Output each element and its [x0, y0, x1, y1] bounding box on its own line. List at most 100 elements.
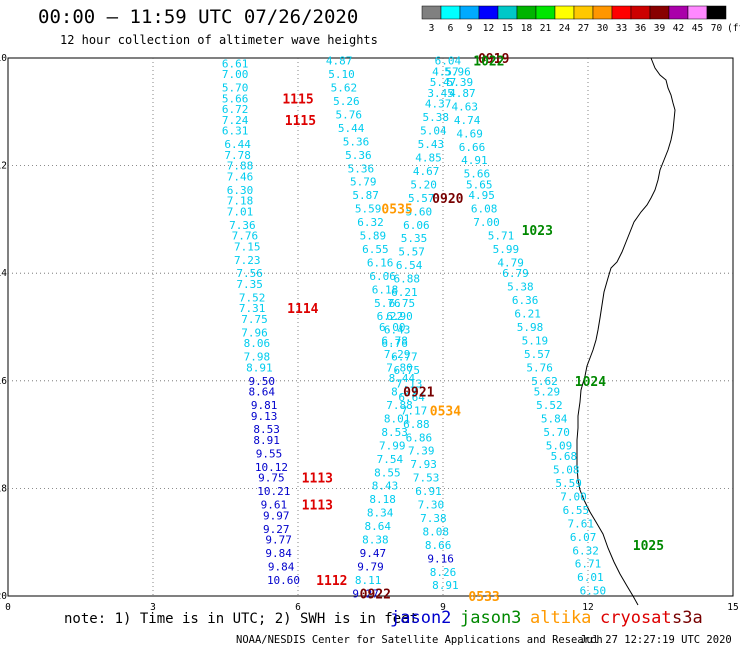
wave-height-value: 8.06 [244, 337, 271, 350]
wave-height-value: 5.57 [398, 246, 425, 259]
pass-time-label: 1112 [316, 574, 347, 589]
wave-height-value: 7.00 [560, 490, 587, 503]
x-tick-label: 3 [150, 602, 156, 613]
x-tick-label: 15 [727, 602, 738, 613]
wave-height-value: 6.16 [367, 256, 394, 269]
wave-height-value: 6.31 [222, 125, 249, 138]
wave-height-value: 6.04 [435, 55, 462, 68]
wave-height-value: 7.38 [420, 512, 447, 525]
colorbar-swatch [535, 5, 556, 20]
pass-time-label: 0920 [432, 192, 463, 207]
wave-height-value: 7.52 [239, 291, 266, 304]
wave-height-value: 5.76 [526, 361, 553, 374]
wave-height-value: 8.34 [367, 507, 394, 520]
wave-height-value: 7.15 [234, 240, 261, 253]
colorbar-label: 9 [467, 23, 473, 34]
wave-height-value: 9.47 [360, 547, 387, 560]
wave-height-value: 8.66 [425, 539, 452, 552]
colorbar-swatch [687, 5, 708, 20]
wave-height-value: 7.18 [227, 195, 254, 208]
wave-height-value: 4.91 [461, 154, 488, 167]
wave-height-value: 5.26 [333, 95, 360, 108]
y-tick-label: 20 [0, 591, 7, 602]
wave-height-value: 6.21 [391, 286, 418, 299]
wave-height-value: 7.53 [413, 472, 440, 485]
wave-height-value: 6.22 [377, 310, 404, 323]
wave-height-value: 5.44 [338, 122, 365, 135]
wave-height-value: 5.09 [546, 439, 573, 452]
wave-height-value: 7.00 [473, 216, 500, 229]
wave-height-value: 8.44 [389, 372, 416, 385]
wave-height-value: 5.65 [466, 178, 493, 191]
wave-height-value: 4.74 [454, 114, 481, 127]
wave-height-value: 7.56 [236, 267, 263, 280]
wave-height-value: 7.01 [227, 205, 254, 218]
wave-height-value: 9.55 [256, 447, 283, 460]
wave-height-value: 6.07 [570, 531, 597, 544]
wave-height-value: 9.75 [258, 472, 285, 485]
wave-height-value: 9.79 [357, 560, 384, 573]
wave-height-value: 5.39 [447, 76, 474, 89]
wave-height-value: 4.87 [449, 87, 476, 100]
pass-time-label: 0534 [430, 404, 461, 419]
wave-height-value: 6.88 [394, 273, 421, 286]
colorbar-swatch [459, 5, 480, 20]
wave-height-value: 7.96 [241, 326, 268, 339]
wave-height-value: 5.52 [536, 399, 563, 412]
wave-height-value: 9.84 [268, 560, 295, 573]
wave-height-value: 6.30 [227, 184, 254, 197]
wave-height-value: 6.91 [415, 485, 442, 498]
wave-height-value: 6.55 [563, 504, 590, 517]
wave-height-value: 7.75 [241, 313, 268, 326]
colorbar-label: 6 [448, 23, 454, 34]
wave-height-value: 5.79 [350, 176, 377, 189]
wave-height-value: 9.61 [261, 499, 288, 512]
colorbar-label: 3 [429, 23, 435, 34]
wave-height-value: 7.29 [384, 348, 411, 361]
wave-height-value: 8.53 [381, 426, 408, 439]
wave-height-value: 6.76 [381, 337, 408, 350]
timestamp: Jul 27 12:27:19 UTC 2020 [580, 634, 732, 646]
wave-height-value: 6.61 [222, 57, 249, 70]
wave-height-value: 5.47 [430, 76, 457, 89]
wave-height-value: 5.66 [464, 168, 491, 181]
wave-height-value: 9.97 [263, 509, 290, 522]
pass-time-label: 0533 [468, 590, 499, 605]
colorbar-swatch [516, 5, 537, 20]
wave-height-value: 7.88 [386, 399, 413, 412]
wave-height-value: 8.18 [369, 493, 396, 506]
wave-height-value: 5.62 [531, 375, 558, 388]
colorbar-swatch [668, 5, 689, 20]
wave-height-value: 7.30 [418, 499, 445, 512]
wave-height-value: 5.10 [328, 68, 355, 81]
wave-height-value: 7.61 [568, 517, 595, 530]
wave-height-value: 5.99 [493, 243, 520, 256]
colorbar-label: 21 [540, 23, 552, 34]
x-tick-label: 6 [295, 602, 301, 613]
wave-height-value: 6.36 [512, 294, 539, 307]
wave-height-value: 5.36 [348, 162, 375, 175]
wave-height-value: 7.31 [239, 302, 266, 315]
wave-height-value: 5.29 [534, 386, 561, 399]
wave-height-value: 6.72 [222, 103, 249, 116]
wave-height-value: 6.78 [381, 334, 408, 347]
wave-height-value: 7.23 [234, 254, 261, 267]
wave-height-value: 5.36 [345, 149, 372, 162]
wave-height-value: 8.26 [430, 566, 457, 579]
colorbar-label: 18 [521, 23, 533, 34]
wave-height-value: 9.50 [249, 375, 276, 388]
wave-height-value: 7.93 [410, 458, 437, 471]
legend-jason3: jason3 [460, 608, 522, 628]
wave-height-value: 6.08 [471, 203, 498, 216]
coastline [576, 57, 676, 606]
wave-height-value: 8.91 [246, 361, 273, 374]
wave-height-value: 9.16 [427, 552, 454, 565]
wave-height-value: 6.77 [391, 351, 418, 364]
x-tick-label: 0 [5, 602, 11, 613]
wave-height-value: 6.06 [369, 270, 396, 283]
wave-height-value: 4.37 [425, 98, 452, 111]
colorbar-label: 24 [559, 23, 571, 34]
wave-height-value: 5.70 [543, 426, 570, 439]
